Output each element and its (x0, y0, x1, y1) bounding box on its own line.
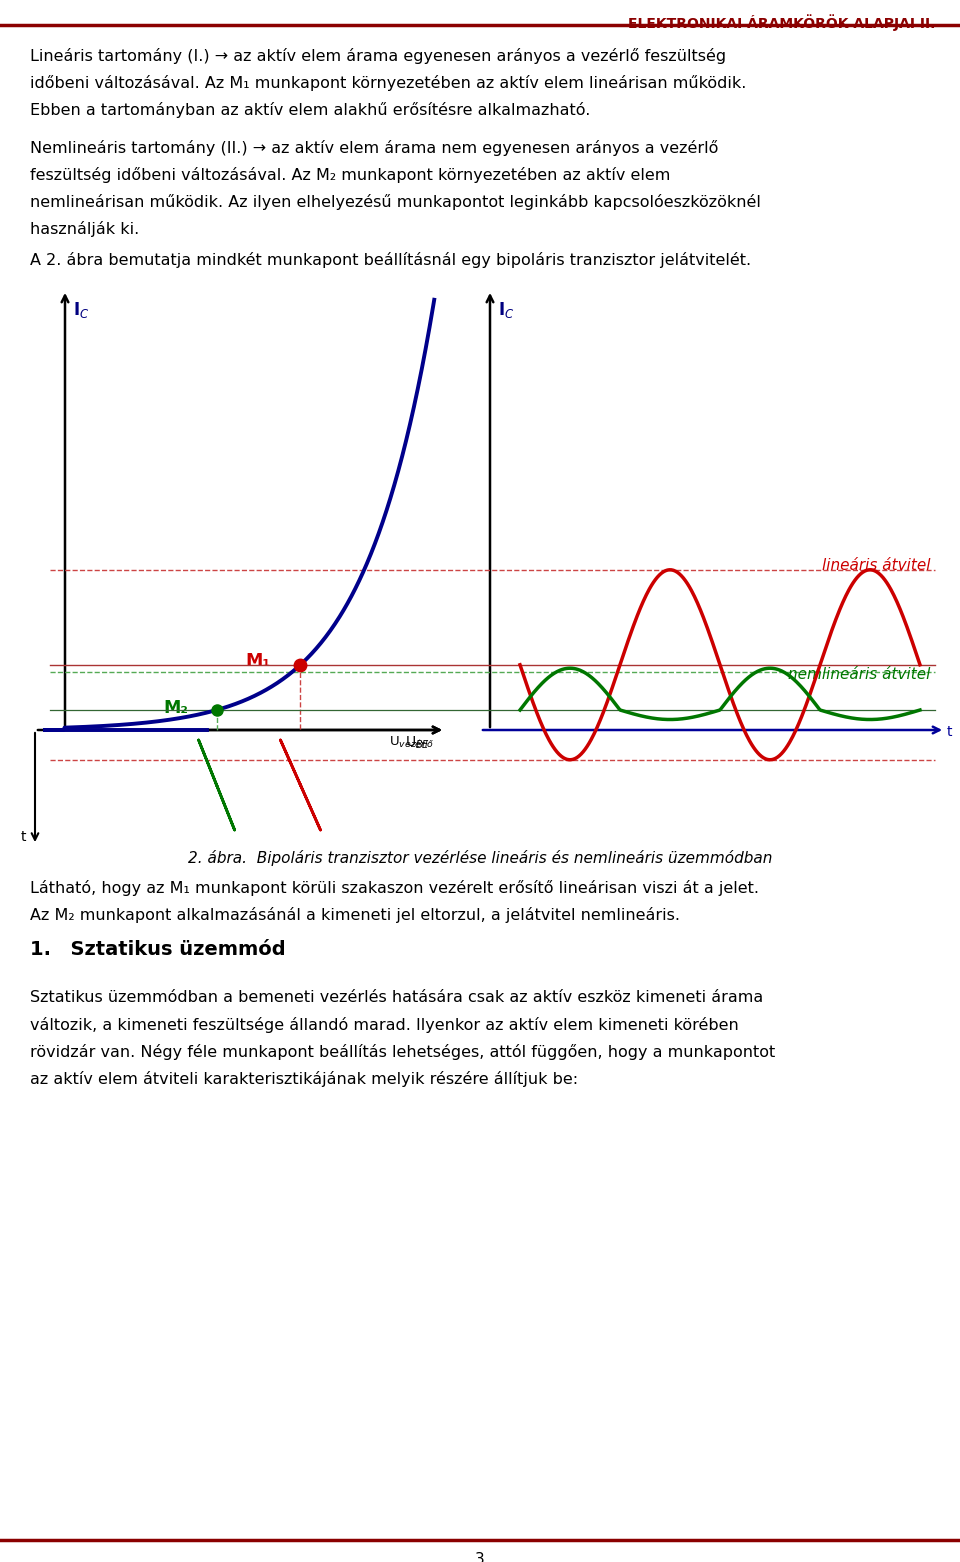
Text: használják ki.: használják ki. (30, 220, 139, 237)
Text: U$_{vezérlő}$: U$_{vezérlő}$ (389, 736, 435, 750)
Text: t: t (947, 725, 952, 739)
Text: t: t (20, 829, 26, 843)
Text: I$_C$: I$_C$ (73, 300, 89, 320)
Text: 2. ábra.  Bipoláris tranzisztor vezérlése lineáris és nemlineáris üzemmódban: 2. ábra. Bipoláris tranzisztor vezérlése… (188, 850, 772, 865)
Text: feszültség időbeni változásával. Az M₂ munkapont környezetében az aktív elem: feszültség időbeni változásával. Az M₂ m… (30, 167, 670, 183)
Text: változik, a kimeneti feszültsége állandó marad. Ilyenkor az aktív elem kimeneti : változik, a kimeneti feszültsége állandó… (30, 1017, 739, 1032)
Text: M₂: M₂ (163, 700, 188, 717)
Text: Sztatikus üzemmódban a bemeneti vezérlés hatására csak az aktív eszköz kimeneti : Sztatikus üzemmódban a bemeneti vezérlés… (30, 990, 763, 1004)
Text: M₁: M₁ (246, 651, 271, 670)
Text: Az M₂ munkapont alkalmazásánál a kimeneti jel eltorzul, a jelátvitel nemlineáris: Az M₂ munkapont alkalmazásánál a kimenet… (30, 908, 680, 923)
Text: rövidzár van. Négy féle munkapont beállítás lehetséges, attól függően, hogy a mu: rövidzár van. Négy féle munkapont beállí… (30, 1043, 776, 1061)
Text: lineáris átvitel: lineáris átvitel (822, 558, 930, 573)
Text: I$_C$: I$_C$ (498, 300, 515, 320)
Text: 3: 3 (475, 1553, 485, 1562)
Text: Nemlineáris tartomány (II.) → az aktív elem árama nem egyenesen arányos a vezérl: Nemlineáris tartomány (II.) → az aktív e… (30, 141, 718, 156)
Text: 1. Sztatikus üzemmód: 1. Sztatikus üzemmód (30, 940, 286, 959)
Text: nemlineárisan működik. Az ilyen elhelyezésű munkapontot leginkább kapcsolóeszköz: nemlineárisan működik. Az ilyen elhelyez… (30, 194, 761, 209)
Text: Látható, hogy az M₁ munkapont körüli szakaszon vezérelt erősítő lineárisan viszi: Látható, hogy az M₁ munkapont körüli sza… (30, 879, 759, 897)
Text: A 2. ábra bemutatja mindkét munkapont beállításnál egy bipoláris tranzisztor jel: A 2. ábra bemutatja mindkét munkapont be… (30, 251, 751, 269)
Text: nemlineáris átvitel: nemlineáris átvitel (787, 667, 930, 683)
Text: U$_{BE}$: U$_{BE}$ (405, 736, 430, 751)
Text: ELEKTRONIKAI ÁRAMKÖRÖK ALAPJAI II.: ELEKTRONIKAI ÁRAMKÖRÖK ALAPJAI II. (628, 14, 935, 31)
Text: Lineáris tartomány (I.) → az aktív elem árama egyenesen arányos a vezérlő feszül: Lineáris tartomány (I.) → az aktív elem … (30, 48, 726, 64)
Text: Ebben a tartományban az aktív elem alakhű erősítésre alkalmazható.: Ebben a tartományban az aktív elem alakh… (30, 102, 590, 119)
Text: az aktív elem átviteli karakterisztikájának melyik részére állítjuk be:: az aktív elem átviteli karakterisztikájá… (30, 1072, 578, 1087)
Text: időbeni változásával. Az M₁ munkapont környezetében az aktív elem lineárisan műk: időbeni változásával. Az M₁ munkapont kö… (30, 75, 746, 91)
